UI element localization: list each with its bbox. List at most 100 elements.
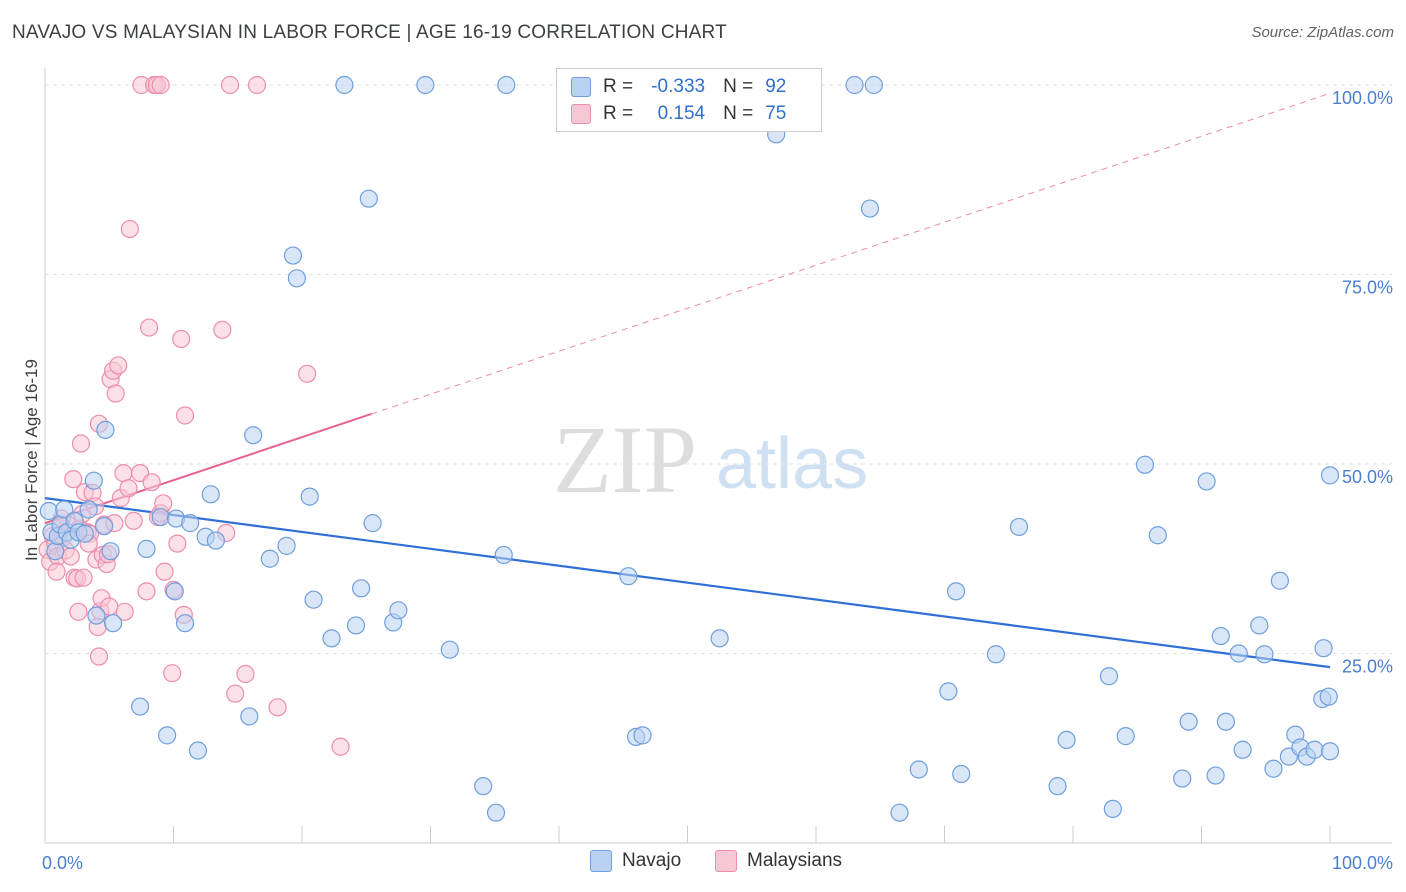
navajo-point — [1099, 667, 1119, 686]
navajo-point — [1179, 712, 1198, 731]
navajo-point — [277, 536, 296, 555]
malaysians-point — [139, 318, 159, 337]
trend-line-malaysians-extension — [371, 92, 1331, 415]
r-value: 0.154 — [657, 103, 706, 124]
malaysians-point — [268, 698, 287, 717]
navajo-swatch-icon — [571, 77, 591, 97]
navajo-point — [201, 485, 220, 504]
navajo-point — [633, 726, 652, 745]
navajo-point — [389, 601, 408, 620]
malaysians-point — [172, 329, 191, 349]
watermark-zip: ZIP — [553, 406, 697, 513]
navajo-point — [181, 514, 200, 533]
malaysians-point — [106, 384, 125, 403]
navajo-point — [95, 517, 114, 536]
navajo-point — [1057, 730, 1076, 750]
legend-item-malaysians[interactable]: Malaysians — [715, 850, 842, 872]
navajo-point — [240, 707, 259, 726]
trend-line-navajo — [44, 497, 1331, 669]
malaysians-point — [74, 568, 93, 587]
n-label: N = — [723, 76, 754, 97]
navajo-point — [79, 500, 98, 519]
malaysians-point — [220, 75, 240, 95]
navajo-point — [84, 471, 103, 490]
navajo-point — [287, 269, 306, 288]
x-tick-label: 100.0% — [1332, 853, 1393, 873]
data-points — [38, 75, 1340, 822]
navajo-point — [1250, 616, 1269, 635]
malaysians-point — [71, 434, 91, 453]
navajo-point — [363, 514, 382, 533]
navajo-point — [1216, 712, 1236, 731]
navajo-point — [130, 697, 150, 716]
y-tick-label: 100.0% — [1332, 88, 1393, 108]
navajo-point — [96, 420, 115, 439]
malaysians-swatch-icon — [571, 104, 591, 124]
legend-row-malaysians: R = 0.154 N = 75 — [571, 101, 801, 127]
malaysians-point — [168, 534, 187, 553]
malaysians-point — [298, 364, 317, 383]
navajo-point — [1305, 740, 1324, 759]
grid-lines — [45, 84, 1392, 654]
malaysians-point — [155, 562, 174, 581]
malaysians-point — [61, 547, 80, 566]
r-label: R = — [603, 76, 634, 97]
legend-label-navajo: Navajo — [622, 850, 682, 871]
legend-row-navajo: R = -0.333 N = 92 — [571, 74, 801, 100]
navajo-point — [359, 189, 378, 208]
malaysians-point — [151, 75, 170, 95]
navajo-point — [986, 645, 1006, 664]
navajo-point — [260, 549, 279, 568]
navajo-point — [1229, 644, 1248, 663]
navajo-point — [939, 682, 958, 701]
malaysians-point — [119, 479, 138, 498]
navajo-point — [946, 582, 966, 601]
source-label: Source: ZipAtlas.com — [1251, 24, 1394, 41]
navajo-point — [845, 75, 864, 95]
navajo-point — [322, 629, 341, 648]
malaysians-point — [124, 511, 143, 530]
navajo-point — [151, 507, 170, 527]
navajo-point — [39, 501, 58, 521]
y-tick-label: 50.0% — [1342, 467, 1393, 487]
malaysians-point — [114, 463, 133, 483]
navajo-point — [1270, 571, 1289, 590]
navajo-point — [497, 75, 516, 95]
navajo-point — [346, 616, 366, 635]
malaysians-point — [109, 356, 128, 375]
axes — [44, 68, 1392, 844]
n-value: 92 — [765, 76, 787, 97]
navajo-point — [1255, 645, 1274, 664]
navajo-point — [87, 606, 106, 625]
malaysians-point — [137, 582, 156, 601]
navajo-point — [75, 524, 94, 543]
navajo-point — [1314, 639, 1333, 658]
malaysians-point — [226, 684, 245, 703]
legend-item-navajo[interactable]: Navajo — [590, 850, 681, 872]
navajo-point — [1211, 626, 1230, 646]
navajo-point — [101, 542, 120, 561]
navajo-point — [1206, 766, 1225, 785]
malaysians-point — [213, 320, 232, 339]
navajo-point — [206, 531, 226, 550]
malaysians-point — [89, 647, 109, 666]
navajo-point — [1264, 759, 1283, 778]
malaysians-point — [331, 737, 350, 756]
navajo-point — [1116, 727, 1135, 746]
navajo-point — [952, 764, 971, 784]
tick-labels: 25.0% 50.0% 75.0% 100.0% 0.0% 100.0% — [42, 88, 1393, 873]
navajo-point — [137, 539, 156, 558]
navajo-point — [335, 75, 354, 95]
n-value: 75 — [765, 103, 787, 124]
navajo-point — [710, 629, 729, 648]
trend-lines — [44, 92, 1331, 669]
y-tick-label: 75.0% — [1342, 278, 1393, 298]
navajo-legend-icon — [590, 850, 612, 872]
navajo-point — [909, 760, 928, 779]
navajo-point — [440, 640, 459, 659]
navajo-point — [175, 614, 195, 633]
x-tick-label: 0.0% — [42, 853, 83, 873]
navajo-point — [890, 803, 909, 822]
navajo-point — [1103, 799, 1122, 818]
